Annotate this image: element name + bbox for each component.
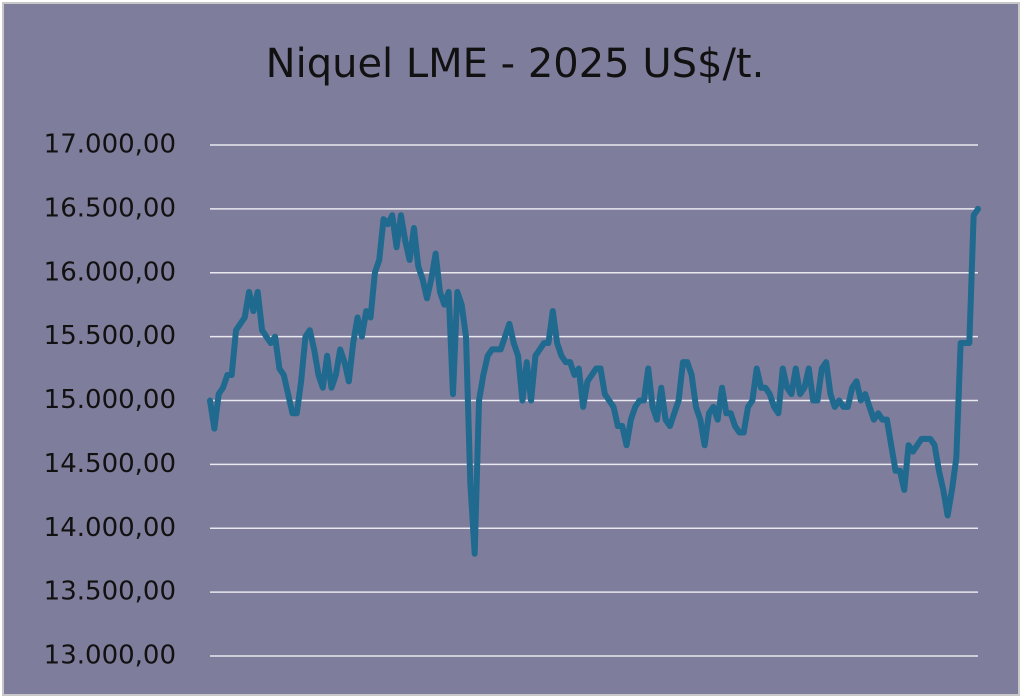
y-tick-label: 14.500,00 [44, 449, 176, 479]
y-tick-label: 13.000,00 [44, 641, 176, 671]
y-tick-label: 15.500,00 [44, 321, 176, 351]
y-tick-label: 14.000,00 [44, 513, 176, 543]
chart-title: Niquel LME - 2025 US$/t. [266, 41, 765, 87]
price-line [207, 205, 981, 557]
y-tick-label: 16.500,00 [44, 193, 176, 223]
y-tick-label: 13.500,00 [44, 577, 176, 607]
y-tick-label: 16.000,00 [44, 257, 176, 287]
y-tick-label: 17.000,00 [44, 130, 176, 160]
y-tick-label: 15.000,00 [44, 385, 176, 415]
